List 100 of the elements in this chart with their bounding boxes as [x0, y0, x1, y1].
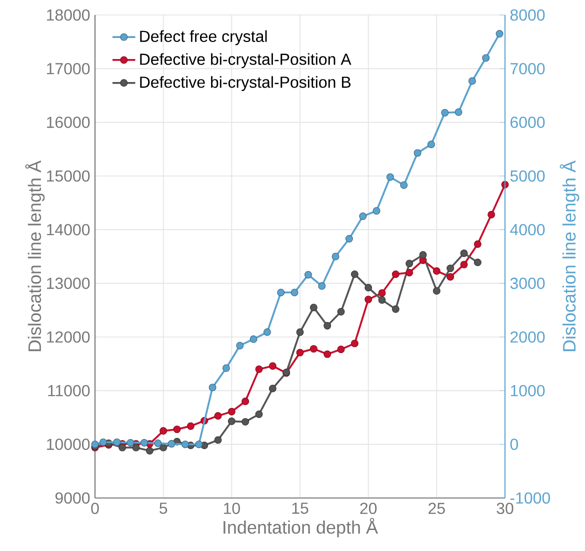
- point: [427, 140, 435, 148]
- x-tick-label: 25: [428, 502, 445, 514]
- point: [146, 447, 154, 455]
- point: [345, 235, 353, 243]
- point: [154, 440, 162, 447]
- point: [432, 267, 440, 275]
- y2-tick-label: 4000: [510, 224, 545, 236]
- y-tick-label: 16000: [47, 116, 90, 128]
- y-tick-label: 11000: [48, 385, 90, 396]
- y-tick-label: 13000: [47, 278, 90, 289]
- y2-tick-label: 8000: [510, 9, 545, 21]
- point: [337, 308, 345, 316]
- point: [496, 30, 504, 38]
- point: [474, 240, 482, 248]
- x-tick-label: 5: [160, 502, 168, 514]
- point: [454, 108, 462, 116]
- point: [364, 284, 372, 292]
- point: [173, 426, 181, 434]
- y-tick-label: 17000: [47, 63, 90, 74]
- y2-tick-label: 2000: [510, 331, 545, 343]
- y-axis-title: Dislocation line length Å: [25, 160, 45, 352]
- point: [446, 264, 454, 272]
- point: [460, 250, 468, 258]
- point: [337, 346, 345, 354]
- y-tick-label: 12000: [47, 331, 90, 343]
- point: [406, 268, 414, 276]
- x-axis-title: Indentation depth Å: [224, 518, 378, 538]
- point: [181, 440, 189, 448]
- point: [419, 251, 427, 259]
- y2-tick-label: 7000: [510, 63, 545, 74]
- y-tick-label: 10000: [47, 438, 90, 450]
- point: [414, 149, 422, 157]
- point: [350, 340, 358, 348]
- point: [160, 444, 168, 452]
- point: [140, 438, 148, 446]
- y-tick-label: 15000: [47, 170, 90, 182]
- x-tick-label: 0: [91, 502, 99, 514]
- point: [132, 444, 140, 452]
- x-tick-label: 15: [292, 502, 308, 514]
- point: [99, 438, 107, 446]
- point: [214, 412, 222, 420]
- point: [113, 438, 121, 446]
- point: [386, 173, 394, 181]
- y-tick-label: 9000: [55, 492, 90, 504]
- point: [364, 296, 372, 304]
- point: [432, 287, 440, 295]
- point: [268, 362, 276, 370]
- point: [228, 418, 236, 425]
- point: [160, 427, 168, 435]
- y2-tick-label: -1000: [510, 492, 550, 504]
- point: [392, 270, 400, 278]
- point: [268, 384, 276, 392]
- point: [236, 342, 244, 350]
- point: [378, 296, 386, 304]
- legend-label: Defective bi-crystal-Position A: [140, 53, 352, 68]
- point: [441, 108, 449, 116]
- point: [332, 252, 340, 260]
- y2-axis-title: Dislocation line length Å: [560, 160, 580, 352]
- point: [310, 304, 318, 312]
- point: [290, 288, 298, 296]
- x-tick-label: 30: [496, 502, 514, 514]
- point: [310, 345, 318, 353]
- point: [392, 305, 400, 313]
- point: [474, 258, 482, 266]
- x-tick-label: 10: [224, 502, 240, 514]
- point: [277, 288, 285, 296]
- point: [359, 212, 367, 220]
- y2-tick-label: 6000: [510, 116, 545, 128]
- point: [168, 440, 176, 448]
- point: [222, 364, 230, 372]
- y2-tick-label: 5000: [510, 170, 545, 182]
- point: [118, 444, 126, 452]
- point: [460, 260, 468, 268]
- y-tick-label: 14000: [47, 224, 90, 236]
- point: [242, 418, 250, 426]
- y2-tick-label: 3000: [510, 278, 545, 289]
- point: [296, 328, 304, 336]
- y-tick-label: 18000: [47, 9, 90, 21]
- point: [228, 408, 236, 416]
- point: [372, 207, 380, 215]
- point: [324, 322, 332, 330]
- point: [296, 348, 304, 356]
- point: [406, 260, 414, 268]
- point: [400, 181, 408, 189]
- point: [214, 436, 222, 444]
- legend-label: Defective bi-crystal-Position B: [140, 76, 350, 92]
- point: [126, 438, 134, 446]
- point: [488, 210, 496, 218]
- point: [186, 422, 194, 430]
- point: [482, 54, 490, 62]
- point: [350, 270, 358, 278]
- point: [318, 282, 326, 290]
- point: [468, 77, 476, 85]
- point: [208, 384, 216, 392]
- point: [255, 410, 263, 418]
- point: [378, 289, 386, 297]
- point: [263, 328, 271, 336]
- y2-tick-label: 1000: [510, 385, 545, 396]
- point: [324, 350, 332, 358]
- point: [242, 398, 250, 406]
